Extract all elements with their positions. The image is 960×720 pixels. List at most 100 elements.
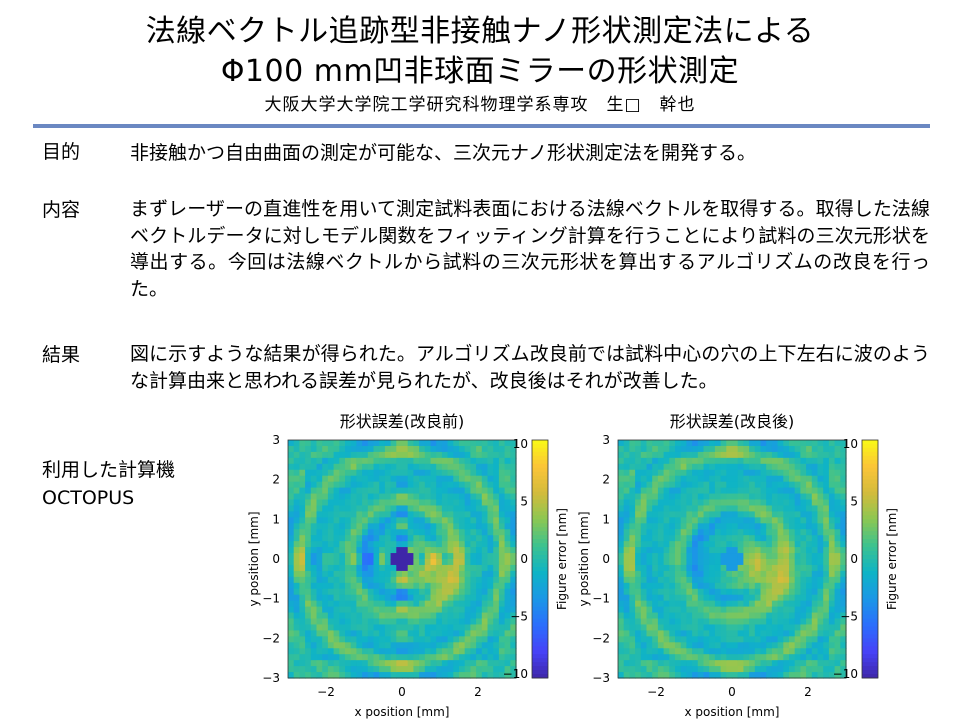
heatmap-cell — [794, 529, 801, 536]
heatmap-cell — [498, 576, 506, 584]
heatmap-cell — [459, 553, 466, 560]
heatmap-cell — [777, 523, 784, 530]
heatmap-cell — [339, 469, 346, 477]
heatmap-cell — [714, 505, 722, 512]
heatmap-cell — [436, 642, 443, 649]
heatmap-cell — [800, 624, 807, 631]
heatmap-cell — [789, 570, 796, 578]
heatmap-cell — [635, 648, 642, 655]
heatmap-cell — [345, 582, 352, 590]
heatmap-cell — [498, 511, 506, 518]
heatmap-cell — [749, 517, 756, 524]
heatmap-cell — [720, 451, 727, 459]
heatmap-cell — [811, 541, 819, 548]
heatmap-cell — [766, 642, 773, 649]
heatmap-cell — [640, 600, 648, 608]
heatmap-cell — [749, 564, 756, 572]
heatmap-cell — [652, 612, 659, 620]
heatmap-cell — [373, 559, 380, 566]
heatmap-cell — [709, 511, 716, 518]
heatmap-cell — [510, 618, 517, 626]
heatmap-cell — [339, 618, 346, 626]
heatmap-cell — [823, 606, 830, 614]
heatmap-cell — [419, 481, 426, 489]
heatmap-cell — [652, 606, 659, 614]
heatmap-cell — [754, 469, 762, 477]
heatmap-cell — [800, 582, 807, 590]
heatmap-cell — [470, 612, 477, 620]
heatmap-cell — [390, 553, 397, 560]
heatmap-cell — [407, 600, 414, 608]
heatmap-cell — [288, 600, 295, 608]
heatmap-cell — [823, 505, 830, 512]
heatmap-cell — [692, 553, 699, 560]
heatmap-cell — [436, 618, 443, 626]
heatmap-cell — [737, 630, 744, 637]
heatmap-cell — [379, 529, 386, 536]
colorbar-swatch — [532, 578, 548, 584]
colorbar-tick-label: 0 — [520, 552, 528, 566]
heatmap-cell — [396, 481, 403, 489]
heatmap-cell — [618, 594, 625, 602]
colorbar-swatch — [532, 475, 548, 481]
heatmap-cell — [333, 529, 340, 536]
heatmap-cell — [487, 588, 494, 596]
heatmap-cell — [635, 457, 642, 465]
heatmap-cell — [345, 445, 352, 453]
heatmap-cell — [430, 654, 437, 661]
heatmap-cell — [646, 672, 653, 679]
heatmap-cell — [714, 600, 722, 608]
heatmap-cell — [293, 606, 300, 614]
heatmap-cell — [789, 541, 796, 548]
heatmap-cell — [413, 636, 420, 643]
heatmap-cell — [493, 487, 500, 495]
heatmap-cell — [686, 505, 693, 512]
heatmap-cell — [663, 511, 670, 518]
heatmap-cell — [800, 559, 807, 566]
heatmap-cell — [441, 654, 449, 661]
heatmap-cell — [356, 511, 363, 518]
heatmap-cell — [640, 636, 648, 643]
heatmap-cell — [288, 541, 295, 548]
heatmap-cell — [487, 672, 494, 679]
heatmap-cell — [743, 523, 750, 530]
heatmap-cell — [373, 576, 380, 584]
heatmap-cell — [504, 499, 511, 507]
heatmap-cell — [834, 624, 841, 631]
heatmap-cell — [441, 600, 449, 608]
heatmap-cell — [749, 529, 756, 536]
heatmap-cell — [806, 475, 813, 483]
heatmap-cell — [487, 523, 494, 530]
heatmap-cell — [310, 654, 318, 661]
heatmap-cell — [663, 475, 670, 483]
heatmap-cell — [293, 517, 300, 524]
heatmap-cell — [288, 648, 295, 655]
heatmap-cell — [327, 606, 335, 614]
heatmap-cell — [367, 475, 375, 483]
colorbar-swatch — [862, 562, 878, 568]
heatmap-cell — [652, 445, 659, 453]
heatmap-cell — [510, 457, 517, 465]
heatmap-cell — [362, 475, 369, 483]
heatmap-cell — [737, 523, 744, 530]
heatmap-cell — [419, 642, 426, 649]
heatmap-cell — [362, 505, 369, 512]
heatmap-cell — [498, 672, 506, 679]
colorbar-tick-label: 5 — [520, 495, 528, 509]
heatmap-cell — [652, 547, 659, 554]
heatmap-cell — [766, 481, 773, 489]
heatmap-cell — [402, 612, 409, 620]
heatmap-cell — [806, 535, 813, 542]
heatmap-cell — [470, 547, 477, 554]
heatmap-cell — [293, 451, 300, 459]
heatmap-cell — [635, 612, 642, 620]
heatmap-cell — [413, 463, 420, 471]
heatmap-cell — [379, 547, 386, 554]
heatmap-cell — [413, 487, 420, 495]
heatmap-cell — [766, 636, 773, 643]
heatmap-cell — [754, 475, 762, 483]
heatmap-cell — [447, 523, 454, 530]
heatmap-cell — [737, 445, 744, 453]
heatmap-cell — [459, 499, 466, 507]
heatmap-cell — [640, 594, 648, 602]
